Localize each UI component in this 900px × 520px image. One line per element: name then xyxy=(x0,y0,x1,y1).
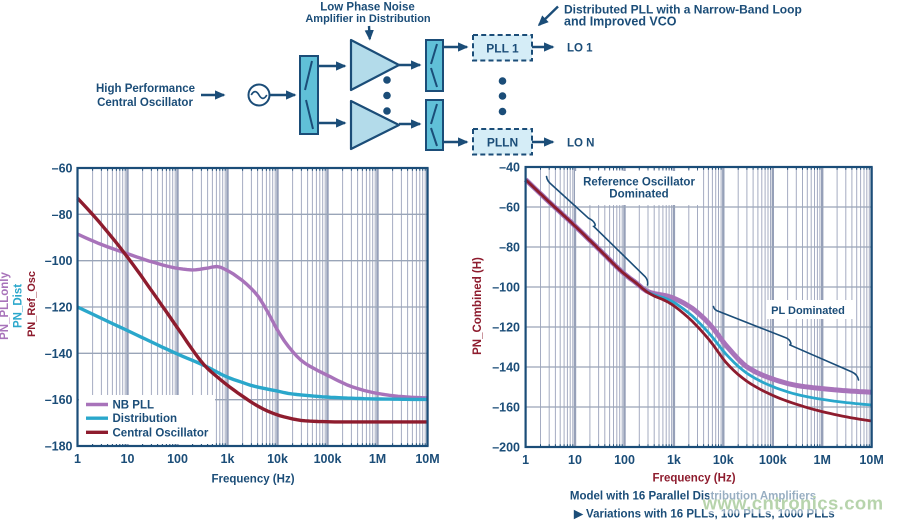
svg-text:Dominated: Dominated xyxy=(609,188,668,200)
svg-text:–100: –100 xyxy=(492,281,520,295)
svg-text:PN_Combined (H): PN_Combined (H) xyxy=(472,257,484,355)
svg-text:–60: –60 xyxy=(499,201,520,215)
svg-text:–200: –200 xyxy=(492,441,520,455)
svg-text:10: 10 xyxy=(121,452,135,466)
svg-text:–120: –120 xyxy=(45,301,73,315)
svg-text:Frequency (Hz): Frequency (Hz) xyxy=(652,473,735,485)
svg-text:PLLN: PLLN xyxy=(487,136,518,150)
svg-text:1M: 1M xyxy=(814,453,831,467)
svg-text:–80: –80 xyxy=(52,208,73,222)
svg-text:10M: 10M xyxy=(415,452,439,466)
svg-text:10k: 10k xyxy=(713,453,734,467)
svg-text:100: 100 xyxy=(167,452,188,466)
svg-text:1: 1 xyxy=(522,453,529,467)
svg-text:–160: –160 xyxy=(492,401,520,415)
svg-text:100: 100 xyxy=(614,453,635,467)
svg-text:LO 1: LO 1 xyxy=(567,43,593,55)
svg-text:PLL 1: PLL 1 xyxy=(486,42,519,56)
svg-text:100k: 100k xyxy=(759,453,787,467)
svg-text:1: 1 xyxy=(74,452,81,466)
svg-text:–40: –40 xyxy=(499,161,520,175)
svg-text:▶ Variations with 16 PLLs, 100: ▶ Variations with 16 PLLs, 100 PLLs, 100… xyxy=(573,509,835,520)
svg-text:NB PLL: NB PLL xyxy=(113,400,155,412)
svg-text:10M: 10M xyxy=(859,453,883,467)
svg-text:–120: –120 xyxy=(492,321,520,335)
svg-text:10: 10 xyxy=(568,453,582,467)
svg-text:10k: 10k xyxy=(267,452,288,466)
svg-text:PN_Ref_Osc: PN_Ref_Osc xyxy=(26,271,38,337)
svg-text:100k: 100k xyxy=(314,452,342,466)
svg-text:1k: 1k xyxy=(667,453,681,467)
svg-text:–60: –60 xyxy=(52,162,73,176)
svg-text:–160: –160 xyxy=(45,393,73,407)
svg-text:–140: –140 xyxy=(45,347,73,361)
svg-text:Distribution: Distribution xyxy=(113,413,178,425)
svg-text:–180: –180 xyxy=(45,440,73,454)
svg-text:High Performance: High Performance xyxy=(96,83,195,95)
svg-text:1M: 1M xyxy=(369,452,386,466)
svg-text:Reference Oscillator: Reference Oscillator xyxy=(583,176,695,188)
svg-text:–140: –140 xyxy=(492,361,520,375)
svg-text:PL Dominated: PL Dominated xyxy=(771,305,845,317)
svg-text:and Improved VCO: and Improved VCO xyxy=(564,15,677,29)
svg-text:www.cntronics.com: www.cntronics.com xyxy=(702,493,884,514)
svg-text:1k: 1k xyxy=(221,452,235,466)
svg-text:–100: –100 xyxy=(45,254,73,268)
svg-text:PN_Dist: PN_Dist xyxy=(13,284,25,328)
svg-text:Low Phase Noise: Low Phase Noise xyxy=(320,2,415,14)
svg-text:Distributed PLL with a Narrow-: Distributed PLL with a Narrow-Band Loop xyxy=(564,3,802,17)
svg-text:Amplifier in Distribution: Amplifier in Distribution xyxy=(305,13,431,25)
svg-text:LO N: LO N xyxy=(567,138,594,150)
svg-text:Central Oscillator: Central Oscillator xyxy=(97,97,193,109)
svg-text:PN_PLLonly: PN_PLLonly xyxy=(0,272,11,340)
svg-text:Central Oscillator: Central Oscillator xyxy=(113,427,209,439)
svg-text:–80: –80 xyxy=(499,241,520,255)
svg-text:Frequency (Hz): Frequency (Hz) xyxy=(211,474,294,486)
